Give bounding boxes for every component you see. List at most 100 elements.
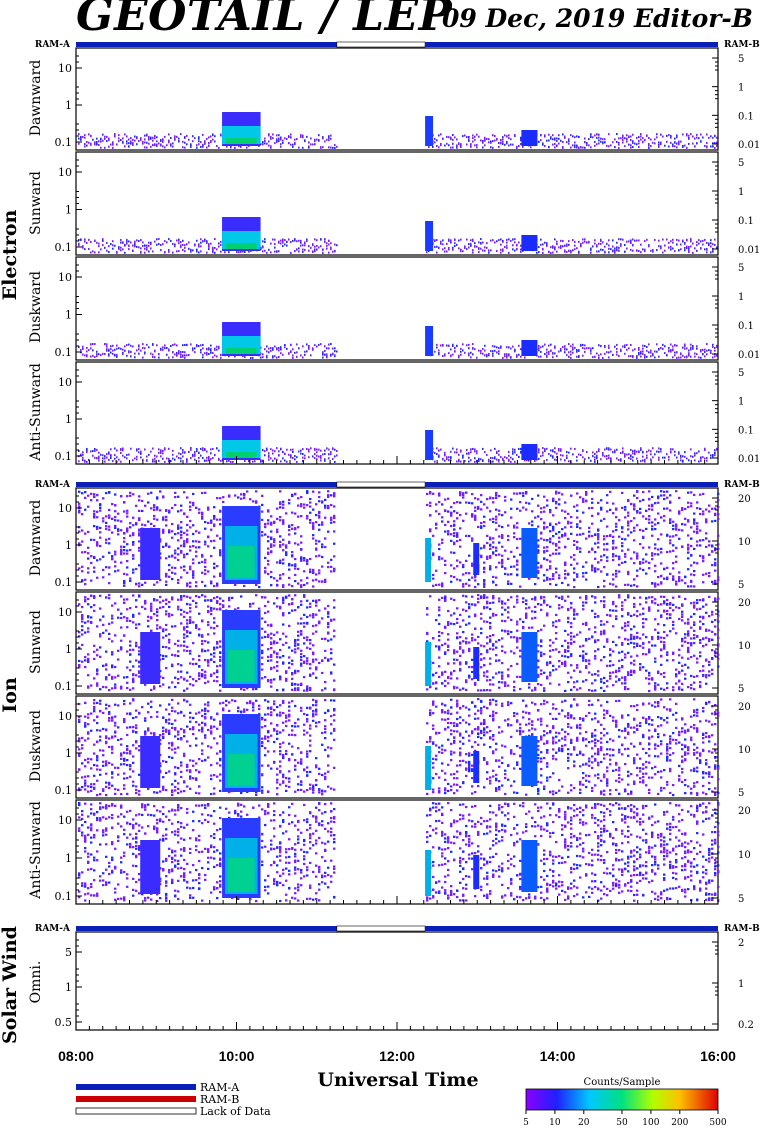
spectrogram-cell [549, 511, 552, 514]
spectrogram-cell [102, 631, 105, 635]
spectrogram-cell [124, 251, 126, 254]
spectrogram-cell [180, 526, 183, 529]
spectrogram-cell [108, 525, 111, 528]
spectrogram-cell [111, 557, 114, 560]
spectrogram-cell [574, 248, 576, 251]
spectrogram-cell [669, 539, 672, 542]
spectrogram-cell [87, 546, 90, 549]
spectrogram-cell [178, 238, 180, 241]
spectrogram-cell [495, 576, 498, 579]
spectrogram-cell [332, 347, 334, 350]
spectrogram-cell [470, 451, 472, 454]
spectrogram-cell [177, 547, 180, 550]
spectrogram-cell [556, 243, 558, 246]
spectrogram-cell [264, 566, 267, 570]
spectrogram-cell [450, 580, 453, 583]
spectrogram-cell [654, 350, 656, 353]
spectrogram-cell [708, 242, 710, 245]
spectrogram-cell [324, 537, 327, 540]
spectrogram-cell [210, 540, 213, 543]
spectrogram-cell [274, 142, 276, 145]
spectrogram-cell [220, 240, 222, 243]
spectrogram-cell [596, 143, 598, 146]
spectrogram-cell [615, 569, 618, 572]
spectrogram-cell [150, 242, 152, 245]
spectrogram-cell [502, 142, 504, 145]
right-tick-label: 1 [738, 397, 744, 408]
spectrogram-cell [622, 138, 624, 141]
spectrogram-cell [333, 520, 336, 524]
spectrogram-cell [294, 542, 297, 545]
y-tick-label: 1 [65, 309, 72, 322]
spectrogram-cell [228, 355, 230, 358]
spectrogram-cell [208, 144, 210, 147]
spectrogram-cell [642, 352, 644, 355]
spectrogram-cell [278, 349, 280, 352]
spectrogram-cell [483, 585, 486, 588]
spectrogram-cell [506, 246, 508, 249]
spectrogram-cell [120, 561, 123, 564]
spectrogram-cell [684, 507, 687, 510]
spectrogram-cell [94, 456, 96, 459]
spectrogram-cell [554, 142, 556, 145]
spectrogram-cell [705, 537, 708, 540]
spectrogram-cell [627, 570, 630, 574]
spectrogram-cell [572, 453, 574, 456]
spectrogram-cell [468, 554, 471, 557]
spectrogram-cell [608, 133, 610, 136]
spectrogram-cell [586, 144, 588, 147]
spectrogram-cell [106, 345, 108, 348]
spectrogram-cell [519, 492, 522, 495]
spectrogram-cell [693, 518, 696, 521]
spectrogram-cell [94, 450, 96, 453]
spectrogram-cell [584, 350, 586, 353]
spectrogram-cell [513, 565, 516, 568]
spectrogram-cell [180, 544, 183, 547]
spectrogram-cell [456, 501, 459, 504]
spectrogram-cell [334, 460, 336, 463]
spectrogram-cell [507, 582, 510, 586]
spectrogram-cell [568, 460, 570, 463]
spectrogram-cell [444, 530, 447, 533]
spectrogram-cell [483, 568, 486, 571]
spectrogram-cell [78, 450, 80, 453]
spectrogram-cell [441, 538, 444, 541]
spectrogram-cell [204, 141, 206, 144]
spectrogram-cell [84, 578, 87, 581]
spectrogram-cell [578, 240, 580, 243]
spectrogram-cell [561, 535, 564, 538]
spectrogram-cell [300, 354, 302, 357]
spectrogram-cell [474, 448, 476, 451]
spectrogram-cell [714, 512, 717, 515]
spectrogram-cell [213, 566, 216, 569]
spectrogram-cell [622, 450, 624, 453]
spectrogram-cell [672, 544, 675, 547]
spectrogram-cell [450, 456, 452, 459]
spectrogram-cell [558, 491, 561, 494]
spectrogram-cell [134, 356, 136, 359]
spectrogram-cell [684, 242, 686, 245]
spectrogram-cell [102, 615, 105, 618]
y-tick-label: 0.1 [55, 576, 73, 589]
spectrogram-cell [608, 145, 610, 148]
spectrogram-cell [600, 458, 602, 461]
spectrogram-cell [164, 240, 166, 243]
spectrogram-cell [120, 241, 122, 244]
spectrogram-cell [112, 142, 114, 145]
spectrogram-cell [194, 137, 196, 140]
spectrogram-cell [490, 350, 492, 353]
spectrogram-cell [228, 459, 230, 462]
spectrogram-cell [162, 348, 164, 351]
spectrogram-cell [110, 351, 112, 354]
spectrogram-cell [126, 140, 128, 143]
spectrogram-cell [489, 510, 492, 513]
spectrogram-cell [132, 543, 135, 546]
spectrogram-cell [484, 136, 486, 139]
spectrogram-cell [471, 502, 474, 505]
spectrogram-cell [680, 356, 682, 359]
spectrogram-cell [556, 140, 558, 143]
spectrogram-cell [466, 143, 468, 146]
spectrogram-cell [158, 238, 160, 241]
spectrogram-cell [614, 247, 616, 250]
spectrogram-cell [201, 580, 204, 584]
